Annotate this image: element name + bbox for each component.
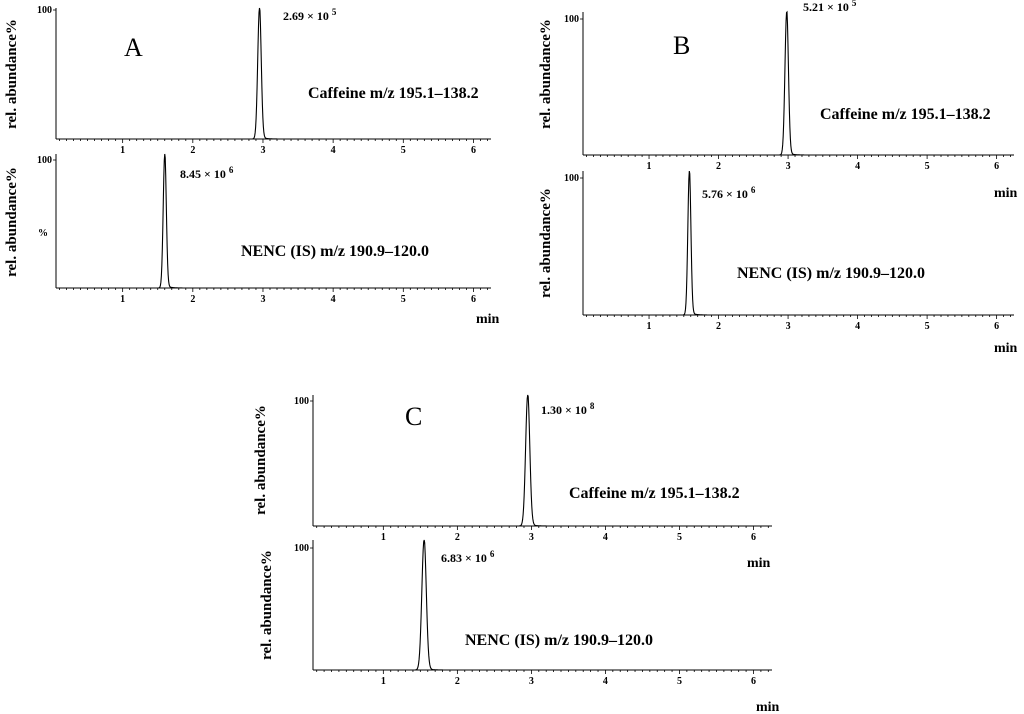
chromatogram-trace [313, 539, 772, 671]
y-axis-percent-label: % [38, 228, 48, 239]
transition-label: NENC (IS) m/z 190.9–120.0 [241, 243, 429, 260]
chromatogram-trace [313, 394, 772, 527]
x-tick-label: 5 [925, 321, 930, 332]
x-tick-label: 4 [855, 161, 860, 172]
x-tick-label: 6 [994, 321, 999, 332]
x-tick-label: 2 [716, 321, 721, 332]
x-tick-label: 1 [381, 532, 386, 543]
transition-label: NENC (IS) m/z 190.9–120.0 [465, 632, 653, 649]
x-tick-label: 4 [603, 676, 608, 687]
transition-label: Caffeine m/z 195.1–138.2 [308, 85, 479, 102]
y-axis-label: rel. abundance% [538, 19, 554, 129]
x-tick-label: 2 [455, 532, 460, 543]
x-tick-label: 2 [190, 294, 195, 305]
x-tick-label: 3 [260, 294, 265, 305]
x-tick-label: 4 [331, 145, 336, 156]
chromatogram-1: 1 2 3 4 5 6 100 rel. abundance% 2.69 × 10 5 Caffei… [4, 5, 491, 156]
x-tick-label: 1 [381, 676, 386, 687]
peak-abundance-label: 1.30 × 10 8 [541, 401, 595, 417]
chromatogram-5: 1 2 3 4 5 6 100 rel. abundance% min 1.30 × 10 8 Caf… [253, 394, 772, 571]
peak-abundance-label: 8.45 × 10 6 [180, 165, 234, 181]
x-tick-label: 1 [120, 145, 125, 156]
x-tick-label: 5 [677, 676, 682, 687]
chromatogram-trace [583, 170, 1014, 316]
chromatogram-trace [583, 10, 1014, 156]
x-axis-label: min [476, 312, 500, 327]
peak-abundance-label: 5.76 × 10 6 [702, 185, 756, 201]
x-tick-label: 3 [529, 676, 534, 687]
chromatogram-2: 1 2 3 4 5 6 100 rel. abundance% % min 8.45 × 10 6 NE… [4, 153, 500, 327]
x-tick-label: 1 [120, 294, 125, 305]
x-tick-label: 2 [455, 676, 460, 687]
transition-label: Caffeine m/z 195.1–138.2 [569, 485, 740, 502]
x-tick-label: 5 [677, 532, 682, 543]
x-tick-label: 3 [529, 532, 534, 543]
chromatogram-plots: 1 2 3 4 5 6 100 rel. abundance% 2.69 × 10 5 Caffei… [4, 0, 1018, 714]
y-tick-label: 100 [294, 396, 309, 407]
x-tick-label: 3 [260, 145, 265, 156]
transition-label: NENC (IS) m/z 190.9–120.0 [737, 265, 925, 282]
y-axis-label: rel. abundance% [259, 550, 275, 660]
y-axis-label: rel. abundance% [4, 19, 20, 129]
x-tick-label: 3 [786, 161, 791, 172]
x-axis-label: min [994, 341, 1018, 356]
x-axis-label: min [747, 556, 771, 571]
y-tick-label: 100 [294, 543, 309, 554]
x-tick-label: 1 [647, 321, 652, 332]
panel-letter-c: C [405, 402, 422, 431]
x-axis-label: min [994, 186, 1018, 201]
x-tick-label: 5 [925, 161, 930, 172]
x-tick-label: 5 [401, 145, 406, 156]
y-tick-label: 100 [37, 155, 52, 166]
x-tick-label: 1 [647, 161, 652, 172]
chromatogram-4: 1 2 3 4 5 6 100 rel. abundance% min 5.76 × 10 6 NEN… [538, 170, 1018, 356]
y-axis-label: rel. abundance% [253, 405, 269, 515]
y-axis-label: rel. abundance% [4, 167, 20, 277]
chromatogram-trace [56, 7, 491, 140]
x-tick-label: 6 [994, 161, 999, 172]
x-tick-label: 6 [471, 145, 476, 156]
x-tick-label: 6 [751, 532, 756, 543]
y-tick-label: 100 [564, 14, 579, 25]
x-tick-label: 6 [471, 294, 476, 305]
x-tick-label: 3 [786, 321, 791, 332]
x-tick-label: 4 [331, 294, 336, 305]
x-tick-label: 2 [716, 161, 721, 172]
chromatogram-6: 1 2 3 4 5 6 100 rel. abundance% min 6.83 × 10 6 NEN… [259, 539, 780, 714]
y-tick-label: 100 [37, 5, 52, 16]
peak-abundance-label: 2.69 × 10 5 [283, 7, 337, 23]
x-axis-label: min [756, 700, 780, 714]
chromatogram-3: 1 2 3 4 5 6 100 rel. abundance% min 5.21 × 10 5 Caf… [538, 0, 1018, 201]
x-tick-label: 4 [855, 321, 860, 332]
peak-abundance-label: 5.21 × 10 5 [803, 0, 857, 14]
transition-label: Caffeine m/z 195.1–138.2 [820, 106, 991, 123]
y-axis-label: rel. abundance% [538, 188, 554, 298]
panel-letter-b: B [673, 31, 690, 60]
panel-letter-a: A [124, 33, 143, 62]
x-tick-label: 6 [751, 676, 756, 687]
chromatogram-trace [56, 153, 491, 289]
x-tick-label: 5 [401, 294, 406, 305]
y-tick-label: 100 [564, 173, 579, 184]
x-tick-label: 2 [190, 145, 195, 156]
peak-abundance-label: 6.83 × 10 6 [441, 549, 495, 565]
x-tick-label: 4 [603, 532, 608, 543]
